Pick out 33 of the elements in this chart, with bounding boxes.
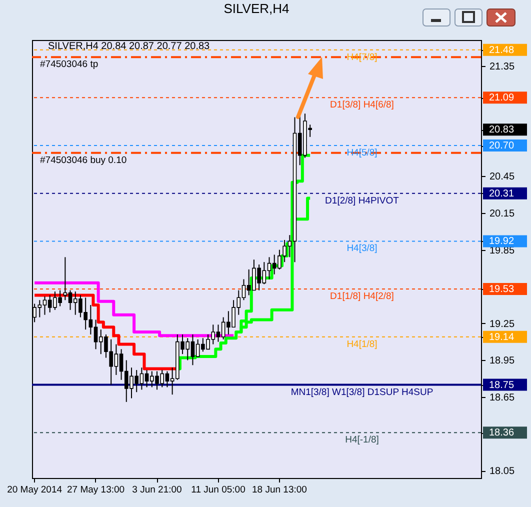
y-tick-label: 21.48 (489, 44, 514, 56)
y-tick-label: 18.65 (490, 392, 515, 404)
ref-line-label: D1[3/8] H4[6/8] (330, 100, 394, 111)
ref-line-label: #74503046 buy 0.10 (40, 154, 127, 166)
x-tick-label: 11 Jun 05:00 (191, 484, 246, 496)
y-tick-label: 20.70 (489, 140, 514, 152)
y-tick-label: 20.45 (490, 172, 515, 183)
ref-line-label: H4[1/8] (346, 338, 378, 350)
x-tick-label: 27 May 13:00 (66, 484, 125, 496)
x-tick-label: 18 Jun 13:00 (252, 484, 307, 496)
ref-line-label: #74503046 tp (40, 59, 98, 70)
ref-line-label: H4[-1/8] (345, 434, 379, 446)
y-tick-label: 18.05 (490, 466, 515, 478)
ref-line-label: MN1[3/8] W1[3/8] D1SUP H4SUP (290, 386, 434, 398)
y-tick-label: 20.31 (489, 188, 514, 200)
x-tick-label: 3 Jun 21:00 (132, 484, 182, 496)
y-tick-label: 19.53 (489, 284, 514, 296)
y-tick-label: 19.92 (489, 236, 514, 248)
y-tick-label: 19.14 (489, 332, 514, 343)
ref-line-label: D1[2/8] H4PIVOT (325, 195, 400, 206)
y-tick-label: 20.15 (490, 208, 515, 220)
y-tick-label: 20.83 (489, 124, 514, 136)
y-tick-label: 19.25 (490, 318, 515, 330)
chart-title: SILVER,H4 (224, 1, 290, 16)
chart-subtitle: SILVER,H4 20.84 20.87 20.77 20.83 (48, 41, 210, 52)
y-tick-label: 21.09 (489, 92, 514, 104)
ref-line-label: D1[1/8] H4[2/8] (330, 291, 394, 302)
y-tick-label: 21.35 (490, 61, 515, 72)
y-tick-label: 18.75 (489, 380, 514, 391)
x-tick-label: 20 May 2014 (7, 484, 62, 496)
ref-line-label: H4[3/8] (346, 243, 378, 254)
y-tick-label: 18.95 (490, 356, 515, 367)
y-tick-label: 18.36 (489, 428, 514, 439)
